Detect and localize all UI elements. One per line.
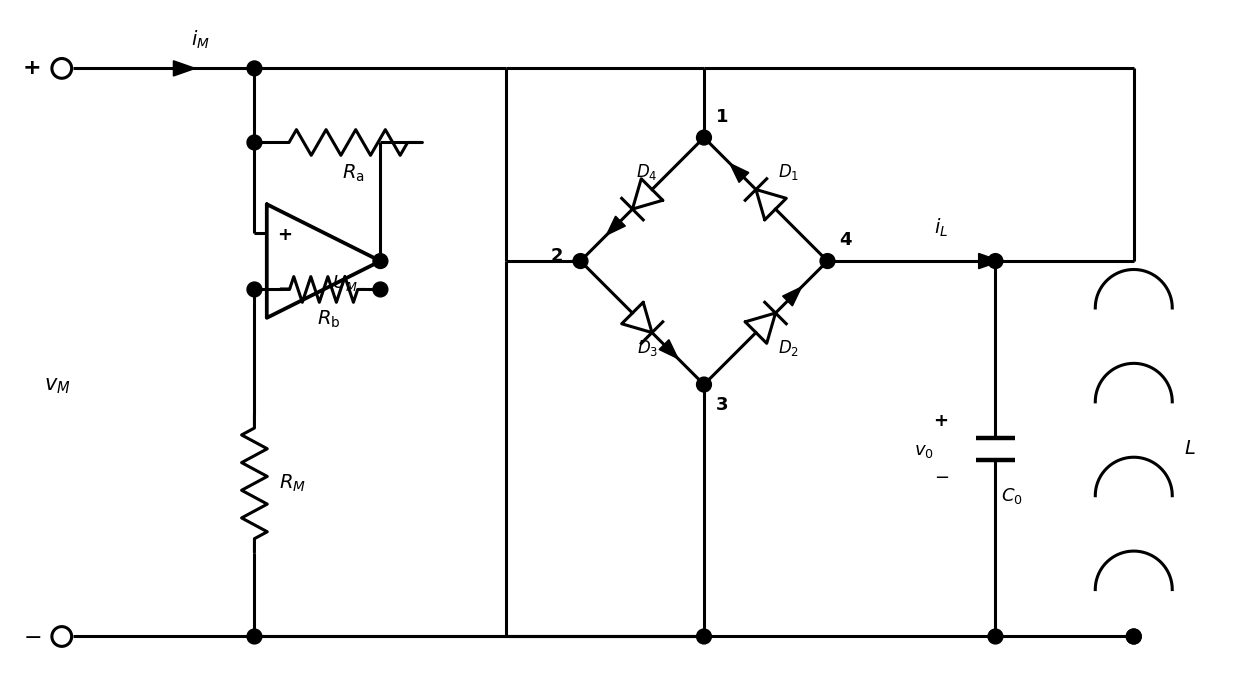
Text: $-$: $-$: [277, 277, 293, 295]
Text: $-$: $-$: [24, 626, 41, 646]
Text: 3: 3: [715, 396, 728, 414]
Circle shape: [1126, 629, 1141, 644]
Circle shape: [697, 377, 712, 392]
Circle shape: [247, 61, 262, 76]
Polygon shape: [756, 190, 786, 220]
Circle shape: [697, 629, 712, 644]
Text: +: +: [934, 412, 949, 430]
Polygon shape: [174, 60, 195, 76]
Polygon shape: [782, 287, 801, 306]
Text: $U_M$: $U_M$: [332, 272, 358, 293]
Text: 4: 4: [839, 231, 852, 250]
Text: $L$: $L$: [1184, 439, 1195, 458]
Circle shape: [697, 130, 712, 145]
Circle shape: [988, 254, 1003, 268]
Text: 1: 1: [715, 108, 728, 126]
Text: $R_M$: $R_M$: [279, 473, 306, 494]
Circle shape: [373, 282, 388, 297]
Circle shape: [247, 282, 262, 297]
Circle shape: [573, 254, 588, 268]
Text: 2: 2: [551, 247, 563, 265]
Text: $-$: $-$: [934, 468, 949, 485]
Polygon shape: [660, 340, 678, 359]
Text: $i_L$: $i_L$: [934, 217, 949, 239]
Circle shape: [247, 135, 262, 150]
Text: +: +: [22, 58, 41, 79]
Text: $R_\mathrm{b}$: $R_\mathrm{b}$: [316, 308, 340, 329]
Text: $i_M$: $i_M$: [191, 28, 210, 51]
Text: $C_0$: $C_0$: [1002, 486, 1023, 507]
Text: +: +: [277, 227, 293, 245]
Polygon shape: [606, 216, 625, 235]
Text: $D_3$: $D_3$: [636, 338, 657, 358]
Polygon shape: [978, 254, 1001, 269]
Text: $R_\mathrm{a}$: $R_\mathrm{a}$: [342, 162, 365, 183]
Circle shape: [988, 629, 1003, 644]
Circle shape: [1126, 629, 1141, 644]
Polygon shape: [621, 302, 652, 333]
Polygon shape: [730, 163, 749, 182]
Text: $D_4$: $D_4$: [636, 161, 658, 181]
Polygon shape: [745, 313, 775, 343]
Circle shape: [820, 254, 835, 268]
Text: $v_M$: $v_M$: [43, 377, 71, 396]
Circle shape: [373, 254, 388, 268]
Polygon shape: [632, 179, 662, 209]
Text: $v_0$: $v_0$: [914, 442, 934, 460]
Text: $D_1$: $D_1$: [777, 161, 799, 181]
Text: $D_2$: $D_2$: [777, 338, 799, 358]
Circle shape: [247, 629, 262, 644]
